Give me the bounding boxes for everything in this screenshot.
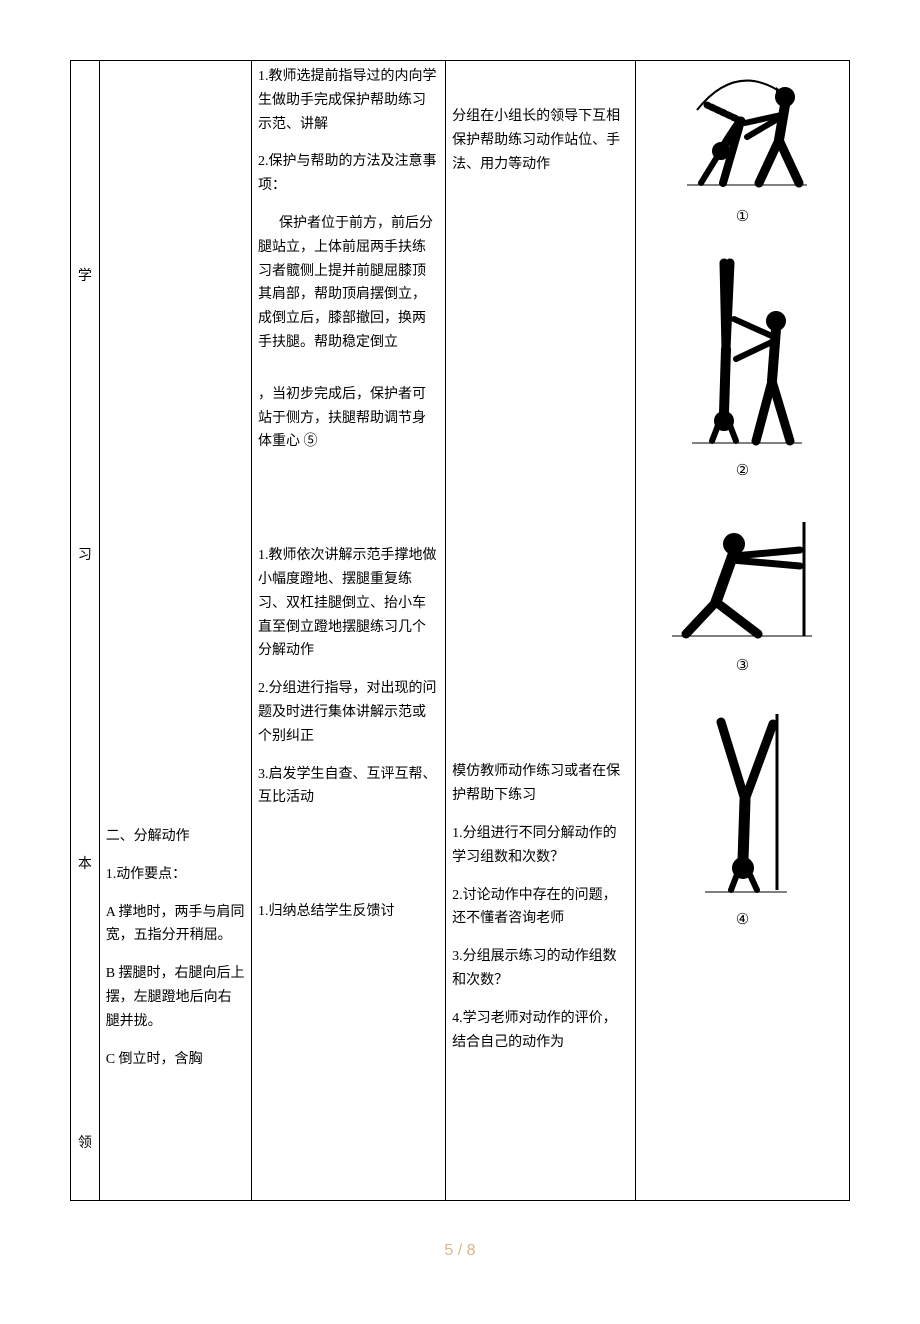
colD-p5: 3.分组展示练习的动作组数和次数？	[452, 945, 629, 993]
figure-1-wrap: ①	[642, 65, 843, 231]
colD-p3: 1.分组进行不同分解动作的学习组数和次数？	[452, 822, 629, 870]
colC-p8: 1.归纳总结学生反馈讨	[258, 900, 439, 924]
figure-1-illustration	[667, 65, 817, 195]
figure-2-label: ②	[736, 459, 749, 485]
document-page: 学 习 本 领 二、分解动作 1.动作要点： A 撑地时，两手与肩同宽，五指分开…	[70, 60, 850, 1264]
colC-p5: 1.教师依次讲解示范手撑地做小幅度蹬地、摆腿重复练习、双杠挂腿倒立、抬小车直至倒…	[258, 544, 439, 663]
figure-1-label: ①	[736, 205, 749, 231]
figure-3-illustration	[662, 514, 822, 644]
lesson-plan-table: 学 习 本 领 二、分解动作 1.动作要点： A 撑地时，两手与肩同宽，五指分开…	[70, 60, 850, 1201]
stage-char-3: 本	[77, 853, 93, 877]
figure-4-wrap: ④	[642, 708, 843, 934]
colC-p7: 3.启发学生自查、互评互帮、互比活动	[258, 763, 439, 811]
figure-2-wrap: ②	[642, 249, 843, 485]
stage-char-4: 领	[77, 1132, 93, 1156]
section-b-title: 二、分解动作	[106, 825, 245, 849]
colB-pA: A 撑地时，两手与肩同宽，五指分开稍屈。	[106, 901, 245, 949]
colC-p1: 1.教师选提前指导过的内向学生做助手完成保护帮助练习示范、讲解	[258, 65, 439, 136]
figure-2-illustration	[672, 249, 812, 449]
colB-p1: 1.动作要点：	[106, 863, 245, 887]
colB-pC: C 倒立时，含胸	[106, 1048, 245, 1072]
colD-p4: 2.讨论动作中存在的问题，还不懂者咨询老师	[452, 884, 629, 932]
colC-p2: 2.保护与帮助的方法及注意事项：	[258, 150, 439, 198]
colC-p4: ，当初步完成后，保护者可站于侧方，扶腿帮助调节身体重心 ⑤	[258, 383, 439, 454]
figure-4-illustration	[687, 708, 797, 898]
figure-4-label: ④	[736, 908, 749, 934]
col-c-cell: 1.教师选提前指导过的内向学生做助手完成保护帮助练习示范、讲解 2.保护与帮助的…	[251, 61, 445, 1201]
colC-p6: 2.分组进行指导，对出现的问题及时进行集体讲解示范或个别纠正	[258, 677, 439, 748]
stage-char-2: 习	[77, 544, 93, 568]
page-number: 5 / 8	[70, 1237, 850, 1264]
colC-p3: 保护者位于前方，前后分腿站立，上体前屈两手扶练习者髋侧上提并前腿屈膝顶其肩部，帮…	[258, 212, 439, 355]
colD-p1: 分组在小组长的领导下互相保护帮助练习动作站位、手法、用力等动作	[452, 105, 629, 176]
figure-3-label: ③	[736, 654, 749, 680]
colD-p2: 模仿教师动作练习或者在保护帮助下练习	[452, 760, 629, 808]
col-d-cell: 分组在小组长的领导下互相保护帮助练习动作站位、手法、用力等动作 模仿教师动作练习…	[446, 61, 636, 1201]
figure-3-wrap: ③	[642, 514, 843, 680]
stage-cell: 学 习 本 领	[71, 61, 100, 1201]
col-b-cell: 二、分解动作 1.动作要点： A 撑地时，两手与肩同宽，五指分开稍屈。 B 摆腿…	[99, 61, 251, 1201]
col-e-cell: ①	[635, 61, 849, 1201]
colD-p6: 4.学习老师对动作的评价，结合自己的动作为	[452, 1007, 629, 1055]
stage-char-1: 学	[77, 265, 93, 289]
colB-pB: B 摆腿时，右腿向后上摆，左腿蹬地后向右腿并拢。	[106, 962, 245, 1033]
